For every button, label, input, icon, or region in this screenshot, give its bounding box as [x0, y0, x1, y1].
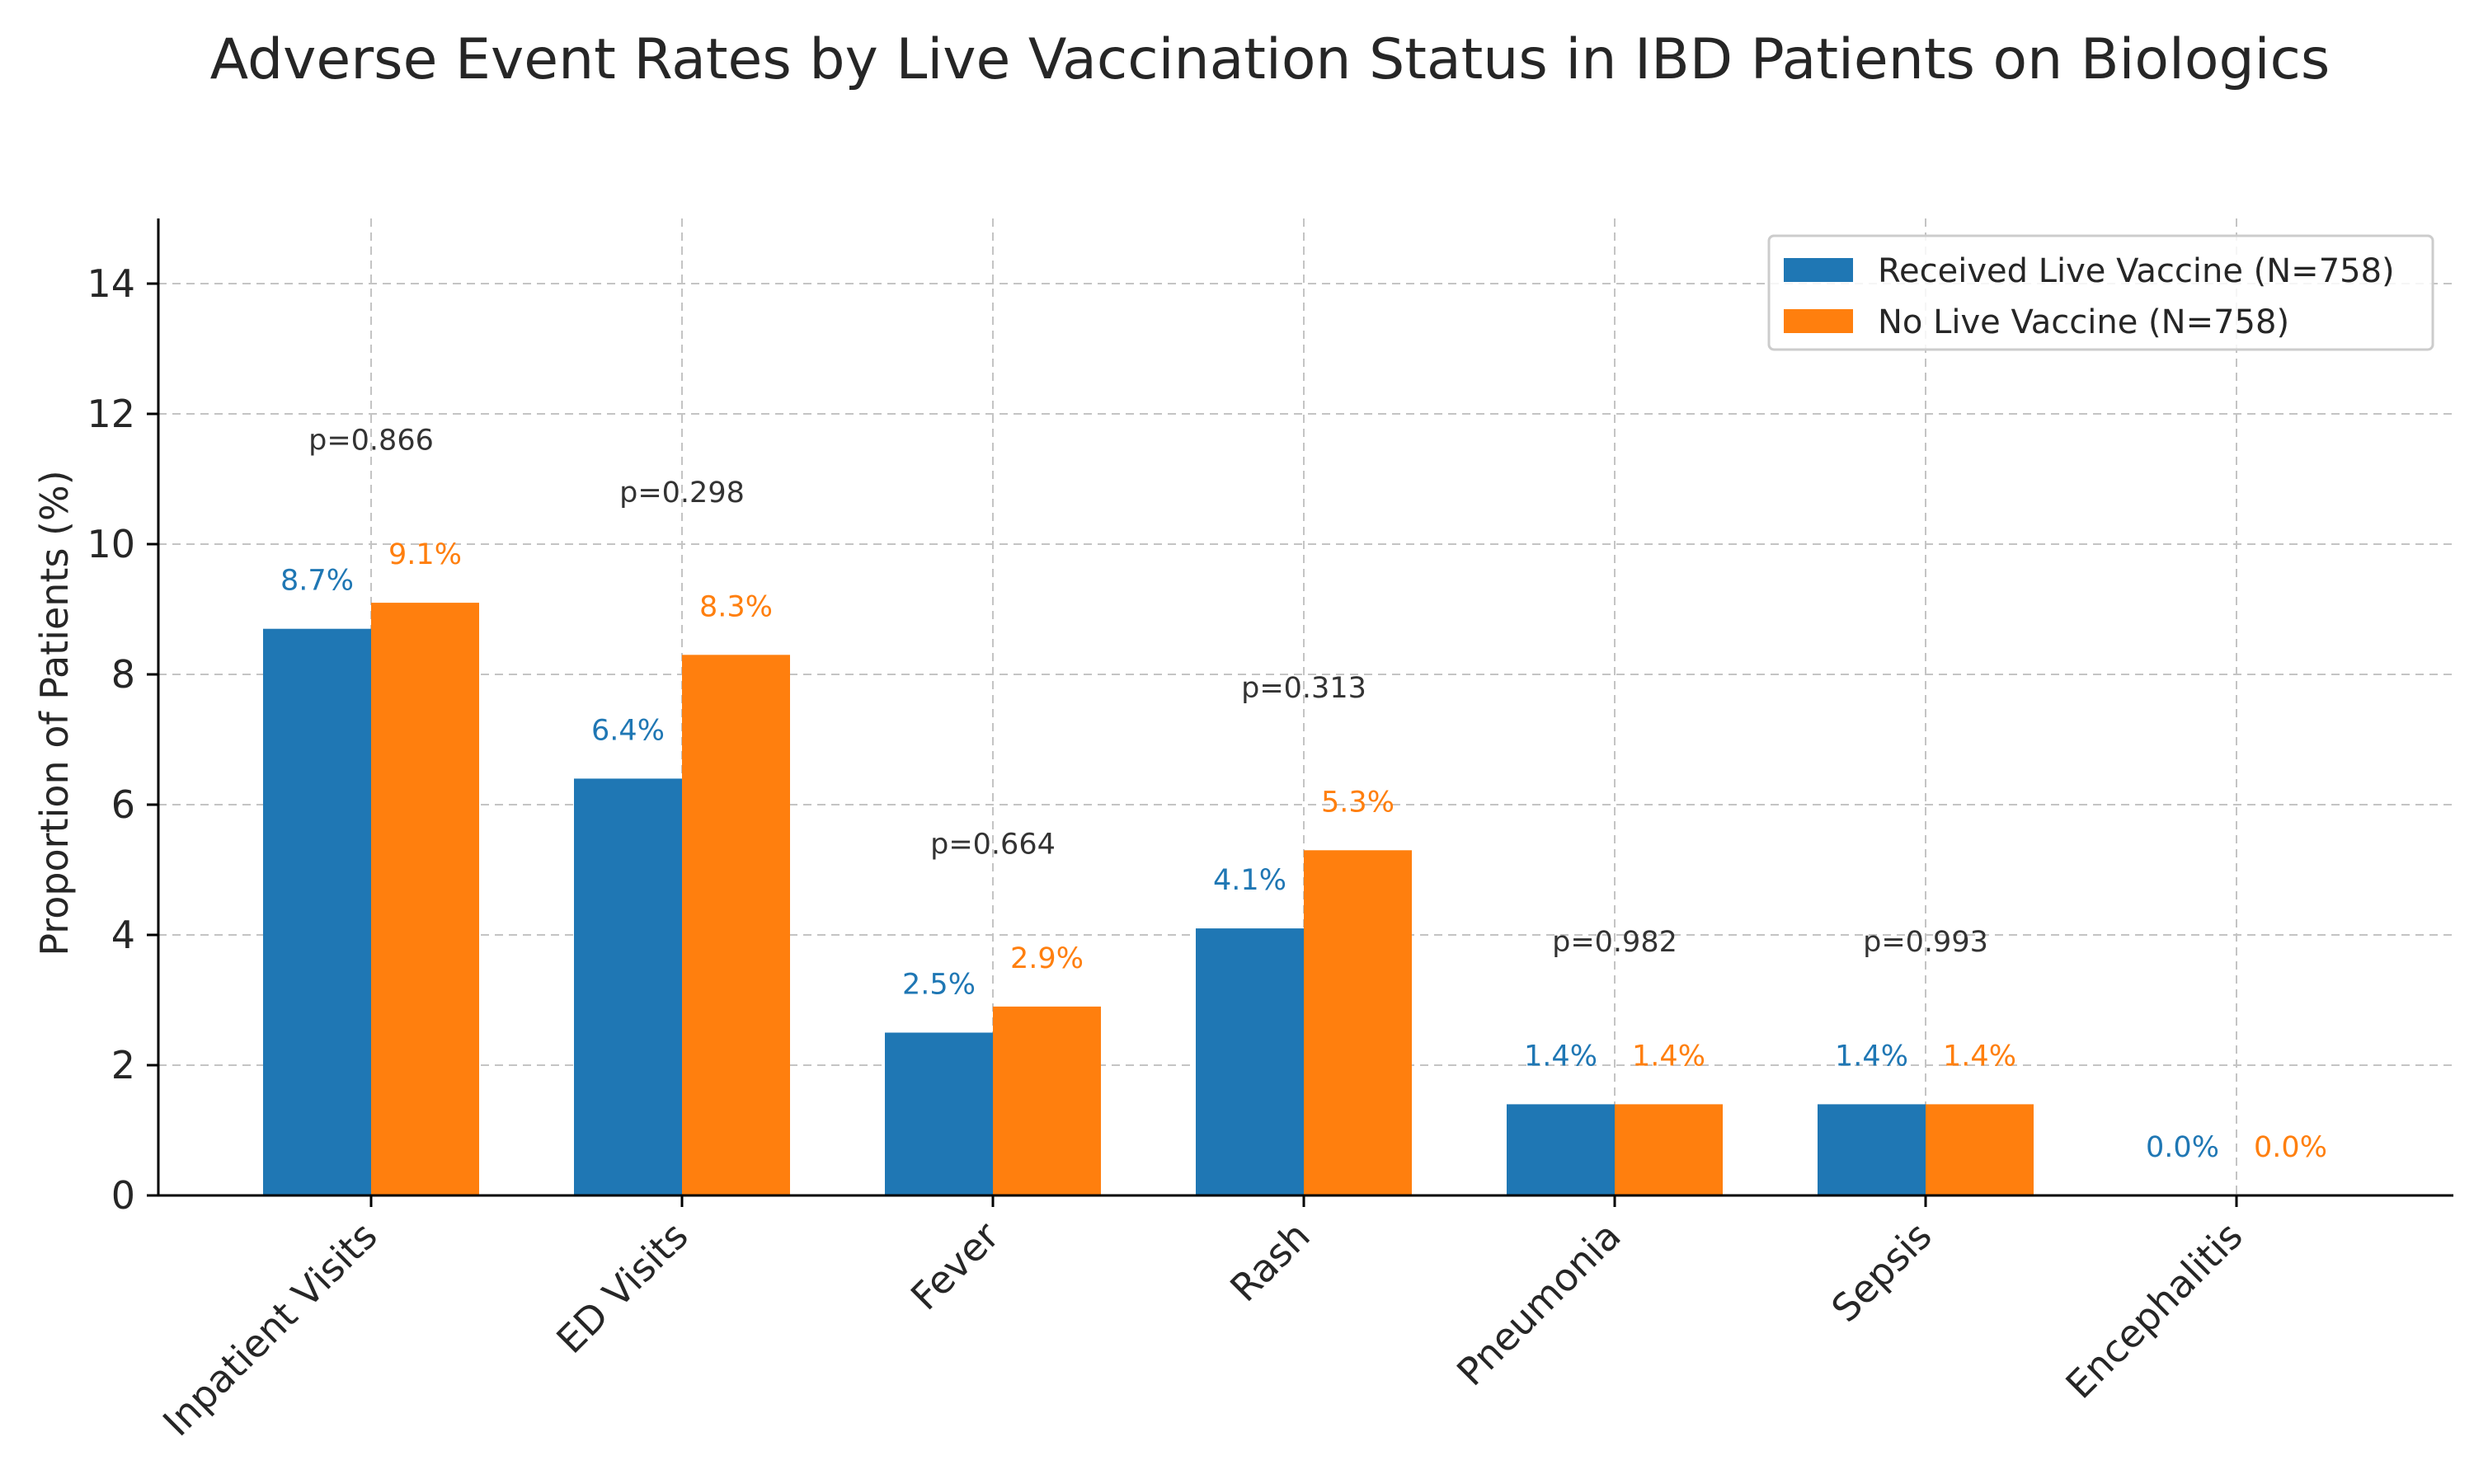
- y-tick-label: 12: [87, 392, 135, 436]
- bar-value-label: 5.3%: [1321, 786, 1395, 819]
- legend-entry-label: No Live Vaccine (N=758): [1878, 303, 2289, 341]
- y-tick-label: 14: [87, 261, 135, 306]
- x-tick-label: Fever: [902, 1214, 1008, 1319]
- bar-value-label: 1.4%: [1524, 1040, 1597, 1073]
- legend-swatch: [1784, 309, 1853, 333]
- bar-received-live-vaccine: [574, 778, 682, 1195]
- bar-value-label: 1.4%: [1835, 1040, 1908, 1073]
- y-tick-label: 0: [111, 1173, 135, 1218]
- y-axis-label: Proportion of Patients (%): [32, 470, 77, 956]
- bar-value-label: 0.0%: [2146, 1131, 2219, 1164]
- bar-value-label: 1.4%: [1632, 1040, 1705, 1073]
- y-tick-label: 8: [111, 652, 135, 697]
- bar-value-label: 4.1%: [1213, 864, 1286, 897]
- bar-received-live-vaccine: [1507, 1104, 1615, 1195]
- x-tick-label: Pneumonia: [1448, 1214, 1630, 1395]
- bar-no-live-vaccine: [1926, 1104, 2034, 1195]
- bar-value-label: 1.4%: [1943, 1040, 2016, 1073]
- y-tick-label: 10: [87, 522, 135, 566]
- bar-no-live-vaccine: [1615, 1104, 1723, 1195]
- p-value-annotation: p=0.993: [1863, 926, 1988, 959]
- y-tick-label: 4: [111, 913, 135, 957]
- y-tick-label: 2: [111, 1043, 135, 1087]
- bars: [263, 603, 2034, 1195]
- bar-value-label: 8.7%: [280, 565, 354, 598]
- bar-value-label: 8.3%: [699, 590, 773, 623]
- chart-title: Adverse Event Rates by Live Vaccination …: [210, 27, 2331, 92]
- data-labels: 8.7% 6.4% 2.5% 4.1% 1.4% 1.4% 0.0% 9.1% 8.3% 2.9%…: [280, 538, 2327, 1164]
- x-tick-label: Sepsis: [1823, 1214, 1940, 1331]
- bar-received-live-vaccine: [263, 628, 371, 1195]
- legend-frame: [1767, 234, 2434, 351]
- legend-entry-label: Received Live Vaccine (N=758): [1878, 252, 2395, 290]
- bar-value-label: 9.1%: [388, 538, 462, 571]
- p-value-annotation: p=0.982: [1552, 926, 1677, 959]
- legend: Received Live Vaccine (N=758) No Live Vac…: [1767, 234, 2434, 351]
- bar-value-label: 6.4%: [591, 714, 665, 747]
- bar-received-live-vaccine: [1818, 1104, 1926, 1195]
- p-value-annotation: p=0.664: [930, 828, 1056, 861]
- bar-no-live-vaccine: [993, 1006, 1101, 1195]
- bar-received-live-vaccine: [1196, 928, 1304, 1195]
- bar-no-live-vaccine: [371, 603, 479, 1195]
- x-tick-label: Inpatient Visits: [154, 1214, 386, 1445]
- bar-no-live-vaccine: [1304, 850, 1412, 1195]
- x-tick-label: Rash: [1221, 1214, 1319, 1311]
- bar-value-label: 0.0%: [2254, 1131, 2327, 1164]
- legend-swatch: [1784, 258, 1853, 282]
- p-value-annotation: p=0.313: [1241, 672, 1366, 705]
- p-value-annotation: p=0.298: [619, 477, 745, 510]
- bar-value-label: 2.5%: [902, 969, 976, 1002]
- x-tick-label: ED Visits: [548, 1214, 696, 1362]
- p-value-annotation: p=0.866: [308, 425, 434, 458]
- y-tick-label: 6: [111, 782, 135, 827]
- x-tick-label: Encephalitis: [2058, 1214, 2251, 1407]
- bar-no-live-vaccine: [682, 655, 790, 1195]
- bar-value-label: 2.9%: [1010, 942, 1084, 975]
- bar-received-live-vaccine: [885, 1032, 993, 1195]
- p-value-annotations: p=0.866 p=0.298 p=0.664 p=0.313 p=0.982 p=0.9…: [308, 425, 1988, 959]
